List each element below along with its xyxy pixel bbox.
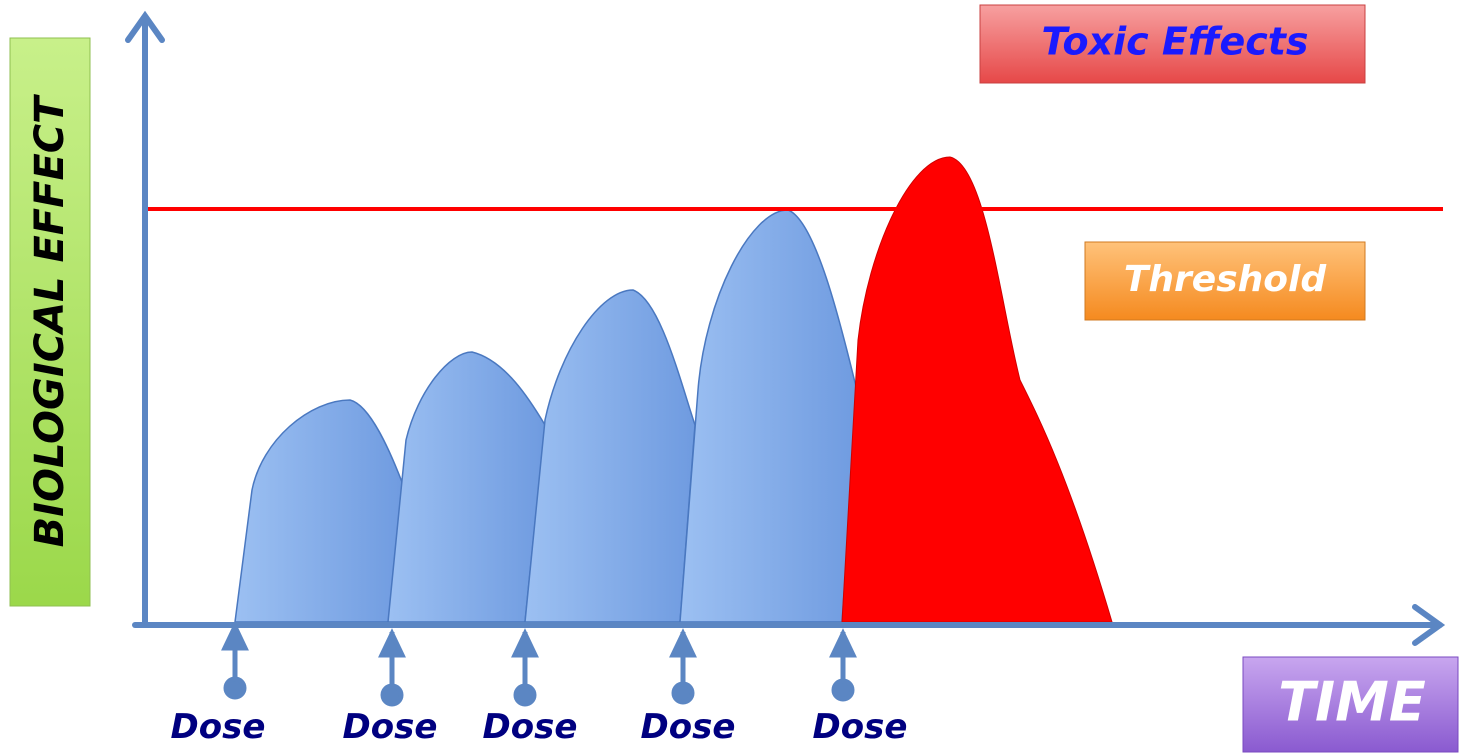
dose-label: Dose <box>483 707 578 747</box>
time-box <box>1242 656 1459 753</box>
peak <box>234 399 406 623</box>
dose-arrows <box>221 621 857 707</box>
dose-label: Dose <box>813 707 908 747</box>
toxic-box <box>979 4 1366 84</box>
y-label-box <box>9 37 91 607</box>
peak <box>387 351 546 623</box>
dose-arrow <box>378 628 406 707</box>
dose-label: Dose <box>641 707 736 747</box>
dose-arrow <box>669 628 697 705</box>
peak <box>679 209 859 623</box>
y-axis-label: BIOLOGICAL EFFECT <box>27 94 73 548</box>
x-axis-arrow <box>1412 604 1446 646</box>
y-axis-arrow <box>125 10 165 43</box>
axes <box>125 10 1446 646</box>
peaks <box>234 209 859 623</box>
toxic-peak <box>841 156 1113 623</box>
dose-labels: Dose Dose Dose Dose Dose <box>171 707 908 747</box>
peak <box>524 289 696 623</box>
toxic-label: Toxic Effects <box>1041 20 1308 64</box>
threshold-label: Threshold <box>1124 259 1327 300</box>
time-label: TIME <box>1278 671 1426 734</box>
dose-arrow <box>511 628 539 707</box>
dose-arrow <box>829 628 857 702</box>
dose-arrow <box>221 621 249 700</box>
dose-label: Dose <box>343 707 438 747</box>
dose-label: Dose <box>171 707 266 747</box>
threshold-box <box>1084 241 1366 321</box>
